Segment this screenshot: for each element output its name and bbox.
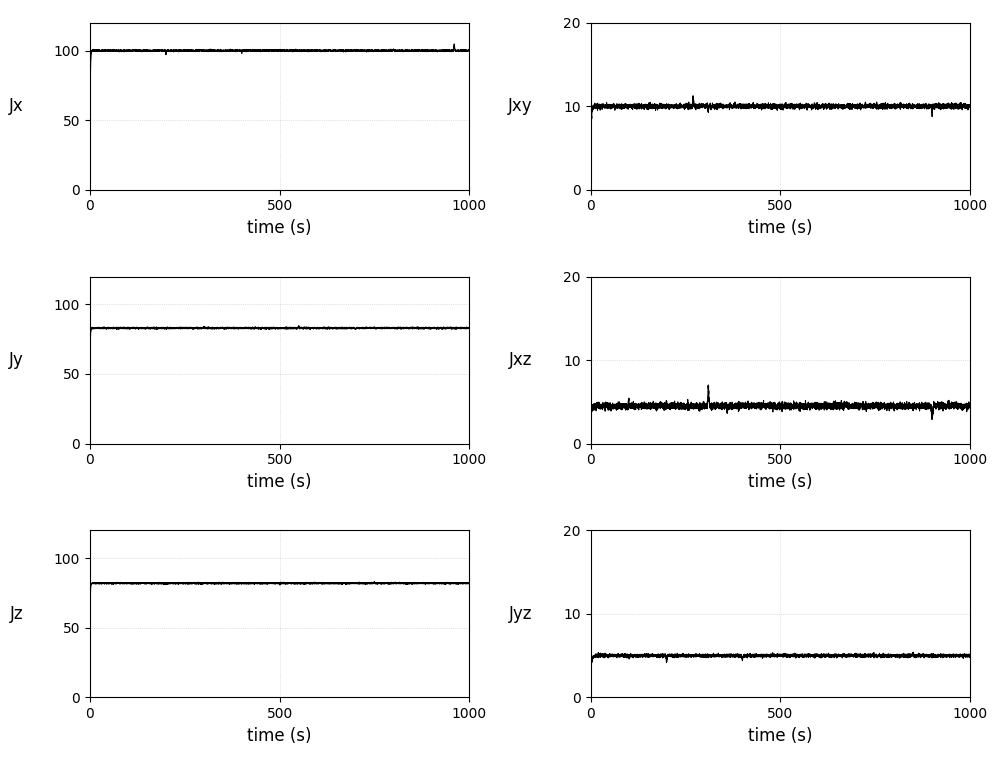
Y-axis label: Jz: Jz [10,605,23,623]
Y-axis label: Jyz: Jyz [509,605,533,623]
X-axis label: time (s): time (s) [748,727,813,744]
X-axis label: time (s): time (s) [748,473,813,491]
X-axis label: time (s): time (s) [247,473,312,491]
X-axis label: time (s): time (s) [748,219,813,237]
Y-axis label: Jx: Jx [9,97,23,115]
Y-axis label: Jxz: Jxz [509,351,533,369]
X-axis label: time (s): time (s) [247,727,312,744]
Y-axis label: Jy: Jy [9,351,23,369]
Y-axis label: Jxy: Jxy [508,97,533,115]
X-axis label: time (s): time (s) [247,219,312,237]
